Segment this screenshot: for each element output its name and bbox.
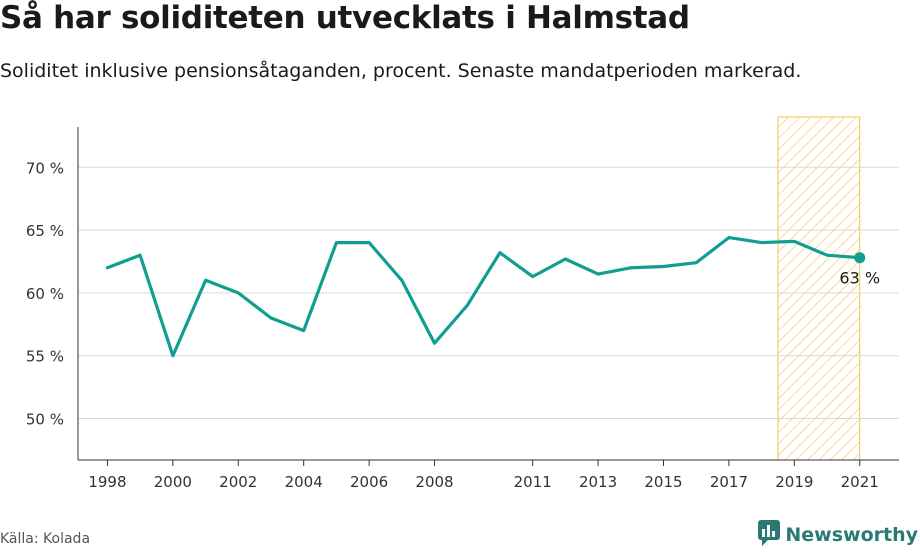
x-tick-label: 2000	[154, 473, 192, 491]
y-tick-label: 70 %	[26, 159, 64, 177]
last-value-label: 63 %	[839, 269, 880, 288]
newsworthy-logo-icon	[758, 520, 781, 550]
x-tick-label: 2006	[350, 473, 388, 491]
source-note: Källa: Kolada	[0, 531, 91, 547]
highlight-period	[777, 116, 861, 461]
y-tick-label: 60 %	[26, 285, 64, 303]
y-tick-label: 55 %	[26, 348, 64, 366]
x-tick-label: 2008	[415, 473, 453, 491]
x-tick-label: 2002	[219, 473, 257, 491]
x-tick-label: 2017	[710, 473, 748, 491]
brand-name: Newsworthy	[785, 524, 918, 546]
y-tick-label: 65 %	[26, 222, 64, 240]
brand-logo[interactable]: Newsworthy	[758, 520, 918, 550]
x-tick-label: 2019	[775, 473, 813, 491]
x-tick-label: 2015	[644, 473, 682, 491]
x-tick-label: 2013	[579, 473, 617, 491]
x-tick-label: 2011	[514, 473, 552, 491]
x-tick-label: 1998	[88, 473, 126, 491]
x-tick-label: 2004	[285, 473, 323, 491]
chart-subtitle: Soliditet inklusive pensionsåtaganden, p…	[0, 60, 802, 82]
data-line	[105, 236, 862, 358]
last-point-marker	[854, 252, 866, 264]
x-tick-label: 2021	[841, 473, 879, 491]
chart-title: Så har soliditeten utvecklats i Halmstad	[0, 0, 690, 36]
y-tick-label: 50 %	[26, 411, 64, 429]
